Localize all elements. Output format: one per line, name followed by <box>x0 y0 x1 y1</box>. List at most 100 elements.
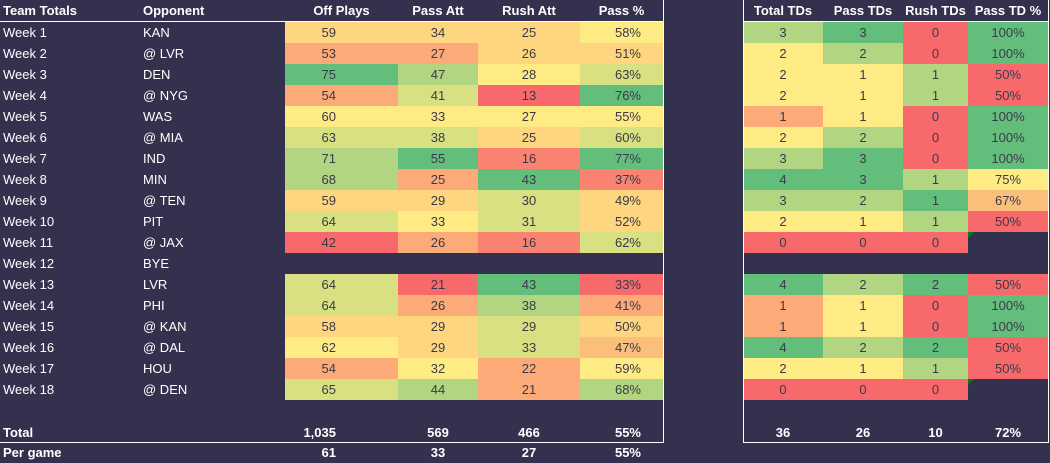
header-pass-tds[interactable]: Pass TDs <box>833 3 893 18</box>
pass-td-pct-cell[interactable] <box>968 232 1048 253</box>
pass-td-pct-cell[interactable]: 100% <box>968 316 1048 337</box>
off-plays-cell[interactable] <box>285 253 398 274</box>
pass-pct-cell[interactable]: 55% <box>580 106 663 127</box>
rush-tds-cell[interactable]: 1 <box>903 169 968 190</box>
total-tds-cell[interactable] <box>743 253 823 274</box>
off-plays-cell[interactable]: 42 <box>285 232 398 253</box>
header-total-tds[interactable]: Total TDs <box>753 3 813 18</box>
pass-att-cell[interactable]: 44 <box>398 379 478 400</box>
pass-tds-cell[interactable]: 1 <box>823 64 903 85</box>
total-tds-cell[interactable]: 3 <box>743 148 823 169</box>
week-cell[interactable]: Week 4 <box>3 88 47 103</box>
rush-att-cell[interactable]: 22 <box>478 358 580 379</box>
rush-tds-cell[interactable]: 0 <box>903 22 968 43</box>
rush-tds-cell[interactable]: 1 <box>903 64 968 85</box>
pass-td-pct-cell[interactable]: 100% <box>968 295 1048 316</box>
pass-td-pct-cell[interactable]: 50% <box>968 337 1048 358</box>
total-pass-pct[interactable]: 55% <box>614 425 641 440</box>
total-tds-cell[interactable]: 0 <box>743 232 823 253</box>
pass-att-cell[interactable]: 25 <box>398 169 478 190</box>
pass-td-pct-cell[interactable] <box>968 379 1048 400</box>
total-tds-cell[interactable]: 2 <box>743 43 823 64</box>
pass-tds-cell[interactable]: 2 <box>823 127 903 148</box>
rush-att-cell[interactable]: 43 <box>478 169 580 190</box>
pass-td-pct-cell[interactable]: 67% <box>968 190 1048 211</box>
pass-pct-cell[interactable]: 60% <box>580 127 663 148</box>
pass-att-cell[interactable]: 21 <box>398 274 478 295</box>
opponent-cell[interactable]: LVR <box>143 277 168 292</box>
pass-pct-cell[interactable]: 76% <box>580 85 663 106</box>
pass-tds-cell[interactable]: 0 <box>823 232 903 253</box>
header-opponent[interactable]: Opponent <box>143 3 205 18</box>
pass-att-cell[interactable]: 33 <box>398 211 478 232</box>
opponent-cell[interactable]: @ DAL <box>143 340 186 355</box>
opponent-cell[interactable]: @ NYG <box>143 88 188 103</box>
rush-tds-cell[interactable]: 1 <box>903 358 968 379</box>
rush-tds-cell[interactable]: 0 <box>903 295 968 316</box>
pass-td-pct-cell[interactable]: 100% <box>968 106 1048 127</box>
rush-tds-cell[interactable]: 0 <box>903 148 968 169</box>
rush-att-cell[interactable]: 21 <box>478 379 580 400</box>
header-off-plays[interactable]: Off Plays <box>313 3 370 18</box>
pass-tds-cell[interactable]: 3 <box>823 169 903 190</box>
pass-tds-cell[interactable]: 0 <box>823 379 903 400</box>
pass-att-cell[interactable]: 47 <box>398 64 478 85</box>
total-tds-cell[interactable]: 3 <box>743 190 823 211</box>
rush-att-cell[interactable]: 16 <box>478 232 580 253</box>
rush-att-cell[interactable] <box>478 253 580 274</box>
opponent-cell[interactable]: @ KAN <box>143 319 187 334</box>
pass-pct-cell[interactable]: 50% <box>580 316 663 337</box>
off-plays-cell[interactable]: 58 <box>285 316 398 337</box>
rush-tds-cell[interactable]: 0 <box>903 379 968 400</box>
opponent-cell[interactable]: DEN <box>143 67 171 82</box>
total-pass-tds[interactable]: 26 <box>855 425 871 440</box>
total-tds-cell[interactable]: 4 <box>743 274 823 295</box>
pass-tds-cell[interactable]: 1 <box>823 106 903 127</box>
rush-tds-cell[interactable]: 0 <box>903 43 968 64</box>
week-cell[interactable]: Week 1 <box>3 25 47 40</box>
pass-tds-cell[interactable]: 1 <box>823 85 903 106</box>
pass-att-cell[interactable]: 27 <box>398 43 478 64</box>
pass-tds-cell[interactable]: 1 <box>823 358 903 379</box>
week-cell[interactable]: Week 17 <box>3 361 55 376</box>
opponent-cell[interactable]: @ MIA <box>143 130 183 145</box>
per-game-pass-att[interactable]: 33 <box>430 445 446 460</box>
pass-tds-cell[interactable]: 1 <box>823 316 903 337</box>
pass-pct-cell[interactable] <box>580 253 663 274</box>
off-plays-cell[interactable]: 64 <box>285 211 398 232</box>
opponent-cell[interactable]: PIT <box>143 214 164 229</box>
rush-att-cell[interactable]: 30 <box>478 190 580 211</box>
per-game-rush-att[interactable]: 27 <box>521 445 537 460</box>
pass-pct-cell[interactable]: 41% <box>580 295 663 316</box>
pass-pct-cell[interactable]: 68% <box>580 379 663 400</box>
opponent-cell[interactable]: PHI <box>143 298 165 313</box>
total-total-tds[interactable]: 36 <box>775 425 791 440</box>
off-plays-cell[interactable]: 54 <box>285 85 398 106</box>
off-plays-cell[interactable]: 64 <box>285 295 398 316</box>
rush-tds-cell[interactable]: 1 <box>903 190 968 211</box>
opponent-cell[interactable]: KAN <box>143 25 170 40</box>
week-cell[interactable]: Week 11 <box>3 235 54 250</box>
rush-att-cell[interactable]: 16 <box>478 148 580 169</box>
opponent-cell[interactable]: @ LVR <box>143 46 185 61</box>
pass-td-pct-cell[interactable] <box>968 253 1048 274</box>
week-cell[interactable]: Week 15 <box>3 319 55 334</box>
pass-att-cell[interactable]: 55 <box>398 148 478 169</box>
opponent-cell[interactable]: BYE <box>143 256 170 271</box>
header-rush-tds[interactable]: Rush TDs <box>905 3 966 18</box>
total-label[interactable]: Total <box>3 425 34 440</box>
rush-att-cell[interactable]: 29 <box>478 316 580 337</box>
pass-tds-cell[interactable]: 2 <box>823 337 903 358</box>
rush-att-cell[interactable]: 25 <box>478 22 580 43</box>
pass-att-cell[interactable]: 33 <box>398 106 478 127</box>
pass-att-cell[interactable]: 41 <box>398 85 478 106</box>
header-pass-att[interactable]: Pass Att <box>412 3 464 18</box>
week-cell[interactable]: Week 18 <box>3 382 55 397</box>
opponent-cell[interactable]: @ JAX <box>143 235 184 250</box>
pass-att-cell[interactable]: 29 <box>398 337 478 358</box>
week-cell[interactable]: Week 6 <box>3 130 47 145</box>
pass-pct-cell[interactable]: 77% <box>580 148 663 169</box>
pass-pct-cell[interactable]: 52% <box>580 211 663 232</box>
off-plays-cell[interactable]: 53 <box>285 43 398 64</box>
total-rush-tds[interactable]: 10 <box>928 425 943 440</box>
